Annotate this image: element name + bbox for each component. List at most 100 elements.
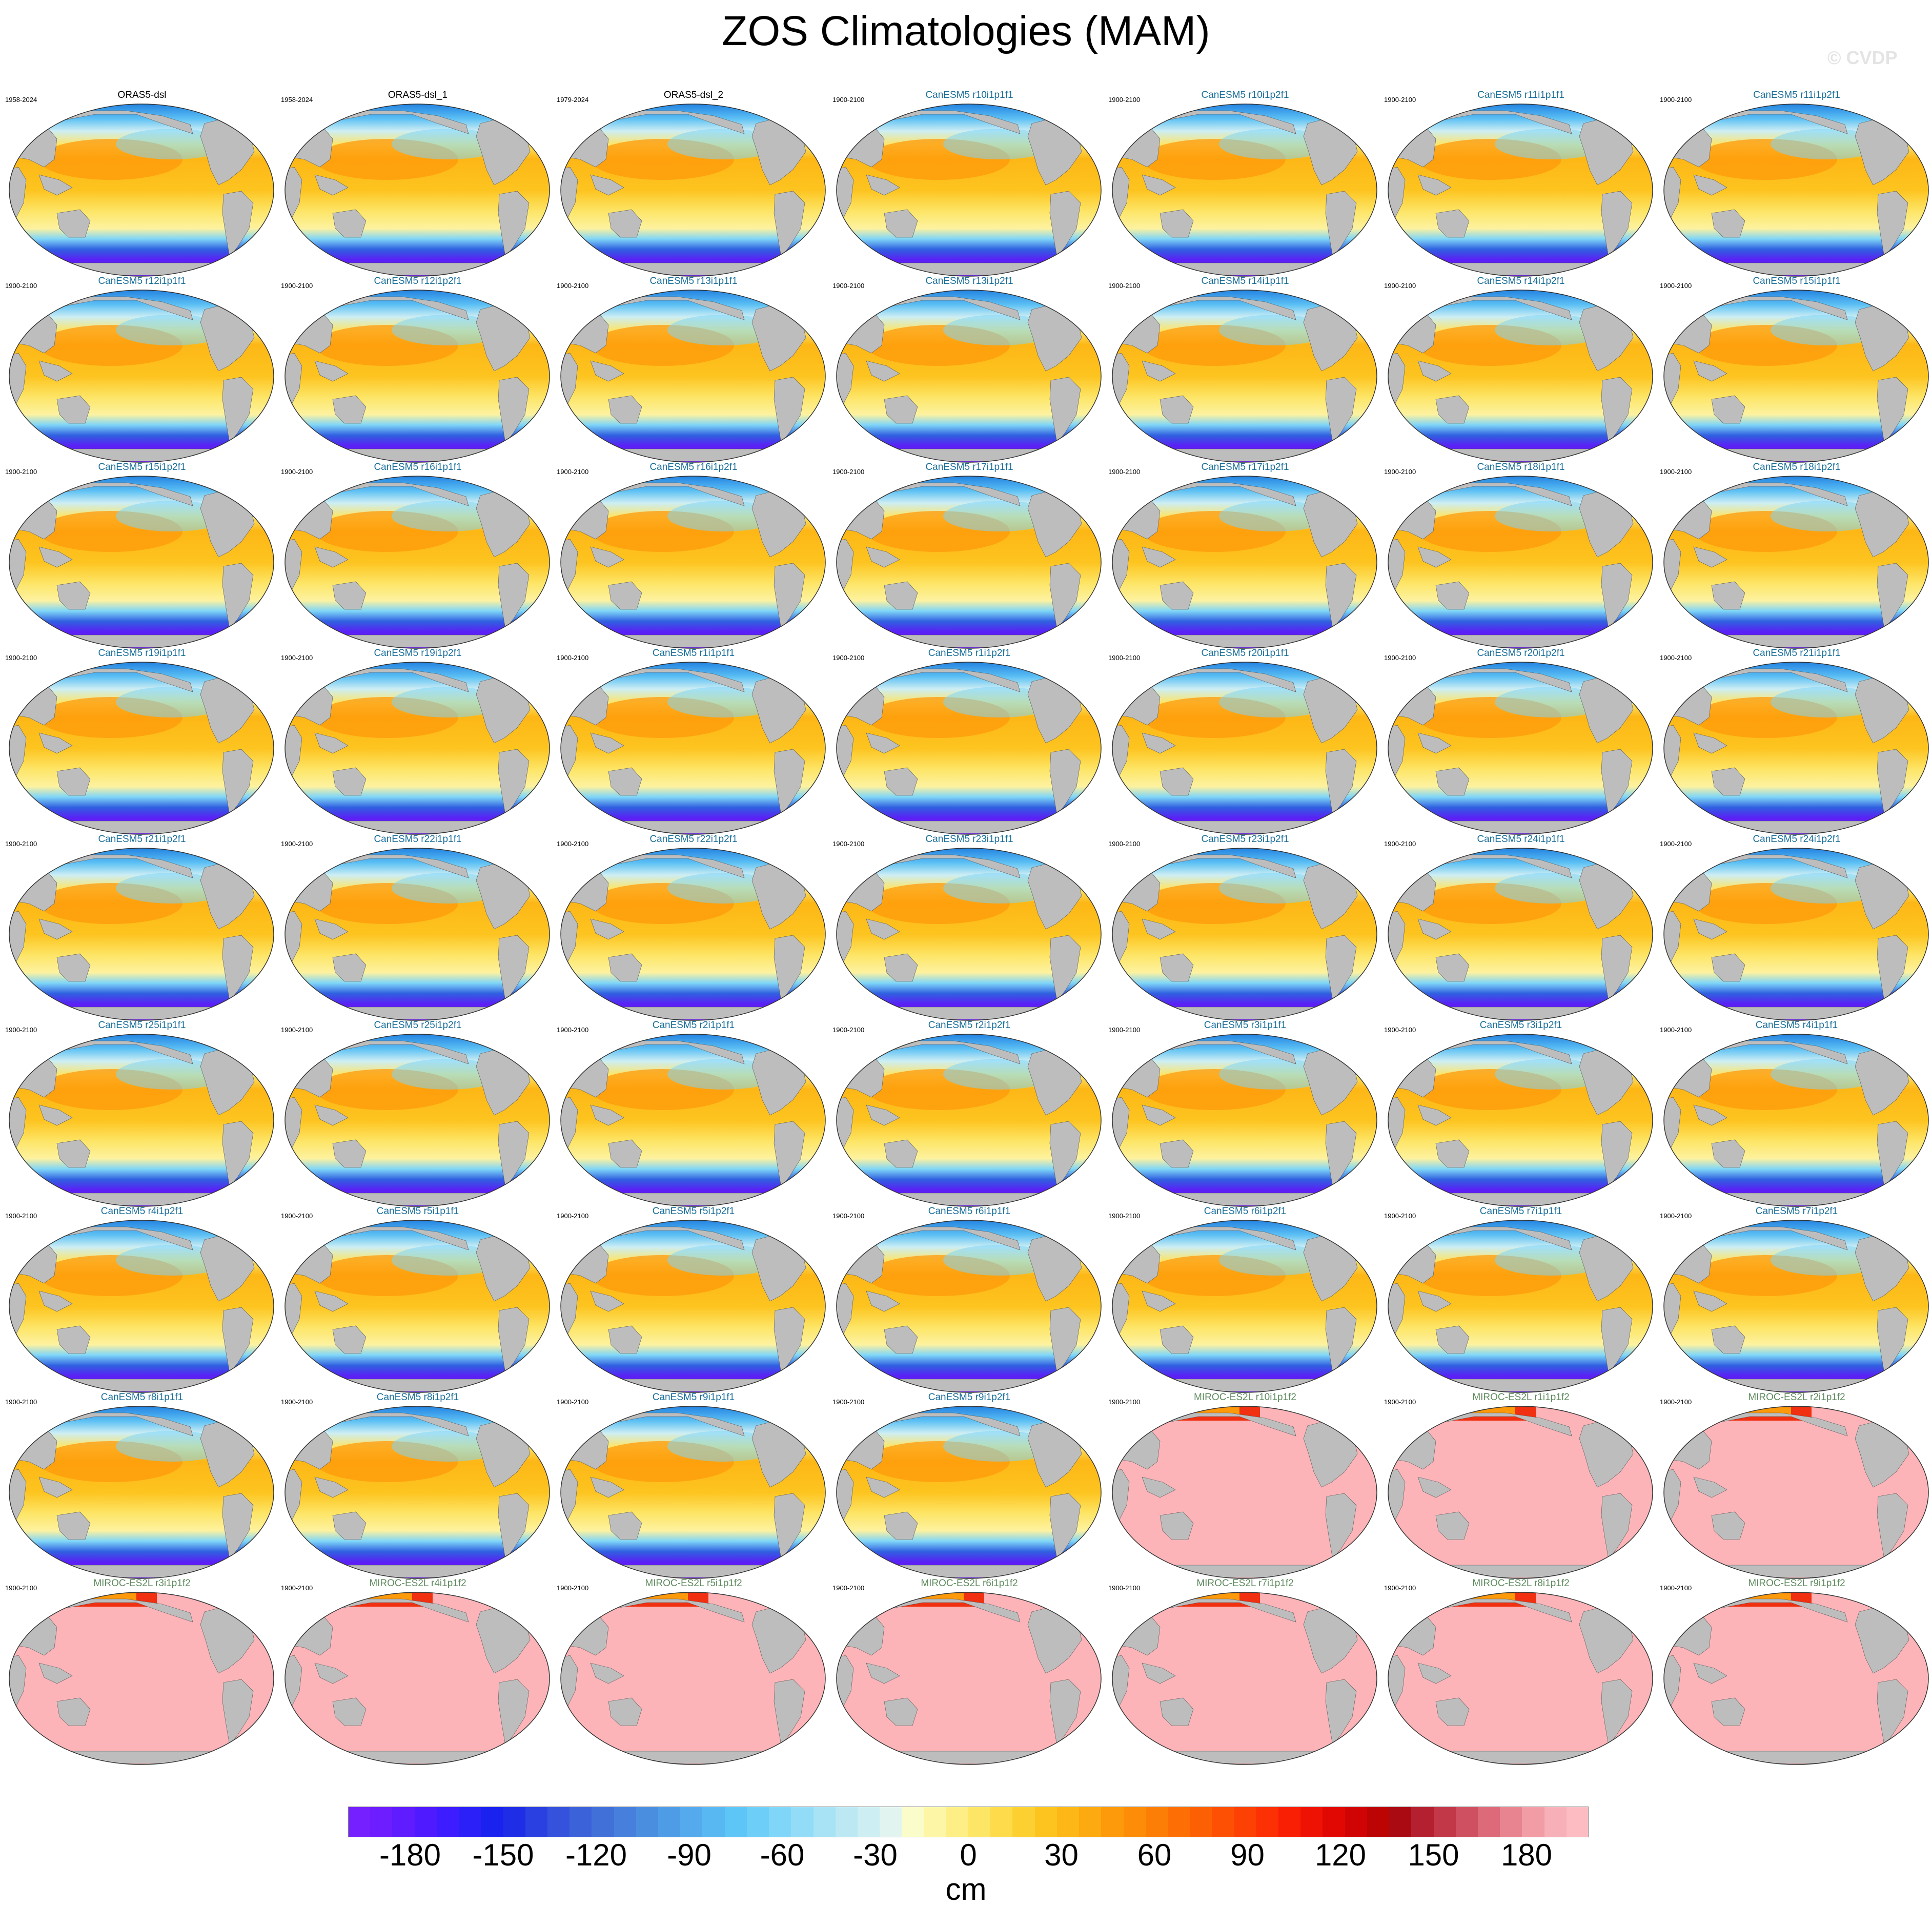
land-mass (9, 117, 57, 168)
colorbar-segment (1478, 1807, 1500, 1837)
panel-years: 1900-2100 (832, 96, 865, 104)
land-mass (1664, 1469, 1681, 1521)
panel-years: 1900-2100 (1660, 96, 1692, 104)
colorbar-segment (1323, 1807, 1345, 1837)
map-panel: CanESM5 r16i1p2f1 1900-2100 (556, 462, 831, 649)
land-mass (9, 303, 57, 354)
map-panel: CanESM5 r1i1p1f1 1900-2100 (556, 648, 831, 835)
land-mass (9, 167, 27, 219)
land-mass (884, 1697, 918, 1726)
land-mass (1388, 725, 1406, 777)
colorbar-segment (1101, 1807, 1124, 1837)
atlantic-low (801, 1619, 811, 1627)
panel-title: CanESM5 r22i1p2f1 (649, 834, 738, 845)
panel-title: ORAS5-dsl (117, 90, 167, 100)
land-mass (774, 1121, 805, 1187)
land-mass (561, 725, 578, 777)
panel-title: MIROC-ES2L r6i1p1f2 (921, 1578, 1018, 1589)
land-mass (1877, 1493, 1908, 1560)
panel-title: CanESM5 r7i1p2f1 (1755, 1206, 1838, 1217)
land-mass (561, 117, 609, 168)
atlantic-low (1352, 1433, 1362, 1441)
land-mass (9, 1605, 57, 1656)
map-border (9, 662, 274, 835)
land-mass (1388, 1469, 1406, 1521)
map-border (836, 1592, 1102, 1765)
land-mass (1388, 353, 1406, 405)
map-plot (1388, 1406, 1653, 1579)
colorbar-tick-label: 120 (1314, 1838, 1367, 1872)
colorbar-tick-label: -180 (379, 1838, 441, 1872)
land-mass (285, 1469, 302, 1521)
map-border (560, 290, 826, 463)
land-mass (608, 1697, 642, 1726)
map-plot (560, 1406, 826, 1579)
colorbar-segment (1035, 1807, 1057, 1837)
panel-title: ORAS5-dsl_2 (663, 90, 724, 100)
panel-title: CanESM5 r5i1p1f1 (376, 1206, 459, 1217)
land-mass (314, 1290, 349, 1312)
land-mass (9, 489, 57, 540)
land-mass (884, 581, 918, 610)
land-mass (1711, 581, 1745, 610)
panel-title: CanESM5 r10i1p2f1 (1201, 90, 1289, 100)
atlantic-low (1076, 1619, 1087, 1627)
land-mass (314, 1104, 349, 1126)
panel-years: 1900-2100 (5, 1584, 37, 1592)
panel-title: CanESM5 r10i1p1f1 (925, 90, 1013, 100)
panel-title: CanESM5 r15i1p2f1 (98, 462, 186, 473)
map-border (1112, 848, 1377, 1021)
land-mass (1388, 911, 1406, 963)
land-mass (837, 167, 854, 219)
land-mass (222, 191, 254, 257)
land-mass (1049, 1307, 1081, 1373)
colorbar-tick-label: 60 (1137, 1838, 1172, 1872)
atlantic-low (1904, 1433, 1914, 1441)
colorbar-segment (459, 1807, 481, 1837)
map-panel: CanESM5 r21i1p2f1 1900-2100 (4, 834, 280, 1021)
map-plot (9, 290, 274, 463)
land-mass (1388, 1655, 1406, 1707)
land-mass (1664, 1283, 1681, 1335)
land-mass (1664, 489, 1712, 540)
panel-years: 1900-2100 (1108, 1212, 1141, 1220)
map-border (1663, 1406, 1929, 1579)
land-mass (498, 1493, 530, 1560)
colorbar-segment (1124, 1807, 1146, 1837)
land-mass (1693, 1290, 1727, 1312)
colorbar-segment (791, 1807, 814, 1837)
land-mass (285, 1233, 333, 1284)
colorbar-segment (1367, 1807, 1389, 1837)
land-mass (498, 1679, 530, 1746)
map-panel: CanESM5 r14i1p2f1 1900-2100 (1383, 276, 1659, 463)
colorbar-segment (1256, 1807, 1278, 1837)
land-mass (222, 935, 254, 1001)
panel-years: 1900-2100 (1384, 1026, 1416, 1034)
colorbar-segment (658, 1807, 680, 1837)
land-mass (285, 167, 302, 219)
map-border (1663, 848, 1929, 1021)
map-panel: MIROC-ES2L r2i1p1f2 1900-2100 (1659, 1392, 1932, 1579)
map-border (284, 1406, 550, 1579)
map-panel: CanESM5 r24i1p1f1 1900-2100 (1383, 834, 1659, 1021)
map-plot (284, 1220, 550, 1393)
land-mass (1664, 725, 1681, 777)
land-mass (1601, 1121, 1633, 1187)
land-mass (1160, 953, 1194, 982)
land-mass (56, 953, 91, 982)
land-mass (332, 767, 367, 796)
map-panel: ORAS5-dsl_1 1958-2024 (280, 90, 556, 277)
land-mass (1693, 1476, 1727, 1498)
panel-years: 1900-2100 (5, 1398, 37, 1406)
colorbar-segment (1146, 1807, 1168, 1837)
map-border (836, 1406, 1102, 1579)
land-mass (38, 1104, 73, 1126)
map-border (1388, 662, 1653, 835)
copyright-mark: © CVDP (1827, 47, 1898, 68)
land-mass (1142, 174, 1176, 196)
panel-years: 1979-2024 (557, 96, 589, 104)
map-plot (1388, 104, 1653, 277)
land-mass (884, 953, 918, 982)
land-mass (561, 1097, 578, 1149)
land-mass (774, 191, 805, 257)
